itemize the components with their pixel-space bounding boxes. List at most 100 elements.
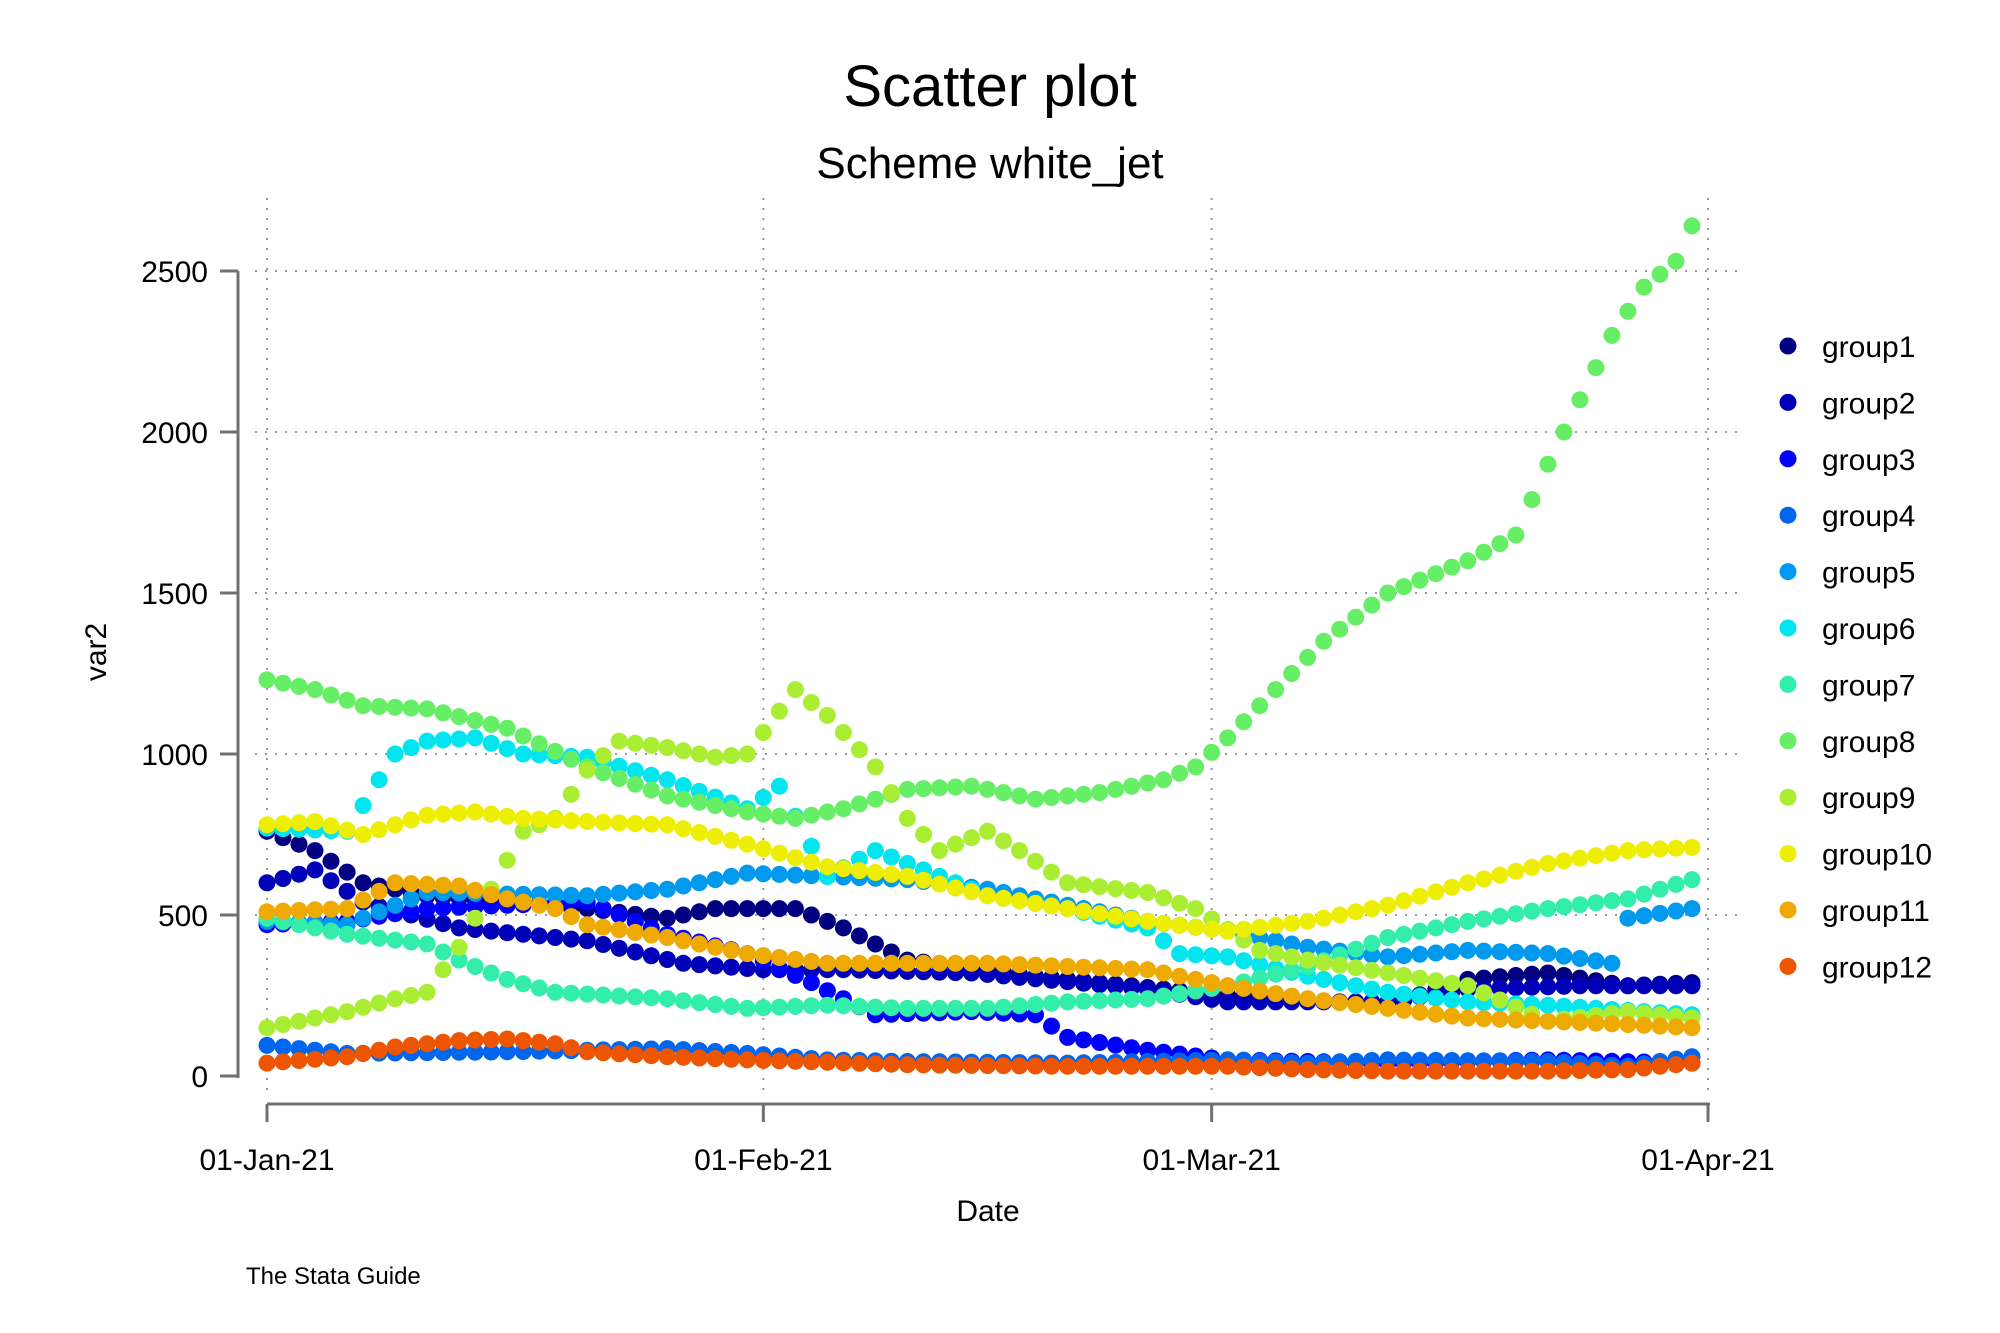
point-group8 [1667, 252, 1685, 270]
point-group9 [1027, 852, 1044, 870]
point-group7 [818, 996, 836, 1014]
x-tick-label: 01-Apr-21 [1641, 1144, 1774, 1177]
point-group10 [370, 821, 388, 839]
point-group12 [1075, 1057, 1093, 1075]
point-group11 [1555, 1013, 1573, 1031]
point-group6 [1347, 977, 1365, 995]
point-group9 [306, 1009, 324, 1027]
point-group9 [610, 732, 628, 750]
point-group9 [562, 785, 580, 803]
point-group10 [402, 811, 420, 829]
x-ticks: 01-Jan-21 01-Feb-21 01-Mar-21 01-Apr-21 [199, 1104, 1775, 1177]
point-group2 [434, 915, 452, 933]
point-group9 [450, 938, 468, 956]
point-group8 [1651, 265, 1669, 283]
point-group9 [322, 1006, 340, 1024]
point-group2 [1619, 977, 1637, 995]
point-group7 [706, 996, 724, 1013]
point-group10 [1155, 914, 1173, 932]
point-group6 [1555, 997, 1573, 1015]
point-group1 [338, 863, 356, 881]
point-group7 [738, 999, 756, 1017]
point-group6 [770, 777, 788, 795]
point-group6 [482, 734, 500, 752]
point-group9 [514, 822, 532, 840]
legend-marker-group12 [1779, 957, 1797, 975]
point-group2 [706, 957, 724, 975]
point-group10 [1379, 896, 1397, 914]
point-group12 [1507, 1062, 1525, 1080]
point-group11 [786, 950, 804, 968]
point-group8 [386, 698, 404, 716]
point-group7 [1059, 993, 1077, 1011]
point-group7 [402, 933, 420, 951]
point-group11 [274, 902, 292, 920]
point-group9 [1507, 998, 1525, 1016]
point-group10 [1603, 844, 1621, 862]
legend-label-group1: group1 [1822, 331, 1915, 364]
point-group2 [610, 939, 628, 957]
point-group5 [1395, 947, 1413, 965]
point-group9 [338, 1003, 356, 1021]
point-group5 [1459, 941, 1477, 959]
legend-marker-group6 [1779, 619, 1797, 637]
point-group12 [1171, 1057, 1189, 1075]
point-group12 [1123, 1057, 1141, 1075]
point-group9 [1011, 842, 1028, 860]
chart-subtitle: Scheme white_jet [816, 139, 1163, 188]
point-group9 [1187, 900, 1205, 918]
point-group7 [498, 970, 516, 988]
point-group9 [1363, 961, 1381, 979]
point-group9 [947, 835, 964, 853]
point-group11 [1075, 958, 1093, 976]
point-group2 [482, 922, 500, 940]
point-group9 [274, 1016, 292, 1033]
point-group5 [1411, 945, 1429, 963]
point-group1 [770, 900, 788, 918]
point-group8 [1299, 648, 1317, 666]
point-group8 [690, 793, 708, 811]
point-group8 [931, 779, 948, 797]
point-group11 [722, 941, 740, 959]
point-group7 [1411, 922, 1429, 940]
point-group9 [1299, 951, 1317, 969]
point-group10 [1523, 858, 1541, 876]
legend-marker-group7 [1779, 675, 1797, 693]
point-group9 [1475, 984, 1493, 1002]
point-group7 [690, 994, 708, 1012]
point-group9 [258, 1019, 276, 1037]
point-group8 [1603, 326, 1621, 344]
point-group11 [1363, 997, 1381, 1015]
point-group11 [963, 954, 980, 972]
point-group7 [1571, 896, 1589, 914]
point-group10 [963, 883, 980, 901]
point-group7 [562, 984, 580, 1002]
point-group2 [1059, 973, 1077, 991]
point-group1 [786, 900, 804, 918]
point-group8 [1075, 785, 1093, 803]
point-group5 [690, 874, 708, 892]
point-group12 [354, 1045, 372, 1062]
point-group11 [754, 947, 772, 965]
point-group7 [1107, 991, 1125, 1009]
point-group7 [1395, 925, 1413, 943]
point-group10 [1619, 842, 1637, 860]
point-group7 [322, 922, 340, 940]
point-group10 [386, 816, 404, 834]
point-group8 [1011, 787, 1028, 805]
point-group5 [354, 909, 372, 927]
point-group6 [1155, 932, 1173, 950]
point-group7 [354, 927, 372, 945]
point-group10 [947, 879, 964, 897]
point-group6 [370, 771, 388, 789]
point-group12 [690, 1049, 708, 1067]
point-group10 [258, 816, 276, 834]
point-group9 [1267, 945, 1285, 963]
point-group8 [1459, 552, 1477, 570]
point-group12 [1251, 1059, 1269, 1077]
point-group6 [498, 740, 516, 758]
point-group8 [1123, 777, 1141, 795]
point-group5 [674, 877, 692, 895]
point-group7 [834, 997, 852, 1015]
point-group10 [530, 810, 548, 828]
